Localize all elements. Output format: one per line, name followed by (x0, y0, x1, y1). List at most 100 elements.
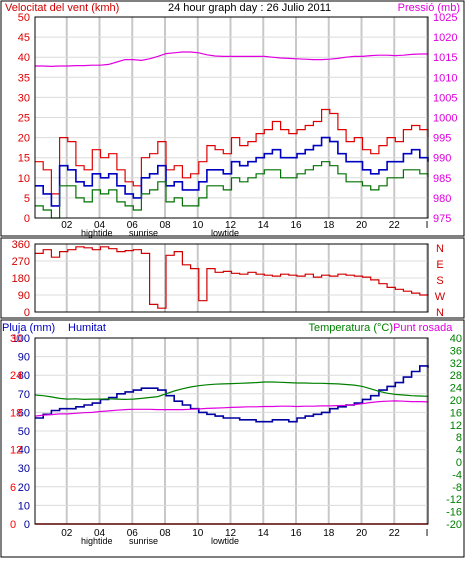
direction-tick-label: 0 (24, 307, 30, 319)
wind-tick-label: 40 (18, 52, 30, 64)
temperature-tick-label: 40 (450, 333, 462, 345)
temperature-tick-label: 12 (450, 420, 462, 432)
direction-tick-label: 90 (18, 290, 30, 302)
humidity-tick-label: 40 (18, 445, 30, 457)
temp-xtick-label: 14 (258, 528, 270, 539)
temperature-tick-label: 24 (450, 383, 462, 395)
humidity-tick-label: 90 (18, 352, 30, 364)
annotation-sunrise-bottom: sunrise (129, 536, 158, 546)
pressure-tick-label: 1020 (433, 32, 457, 44)
wind-tick-label: 50 (18, 12, 30, 24)
wind-xtick-label: 04 (94, 220, 106, 231)
wind-xtick-label: 18 (323, 220, 335, 231)
compass-label: S (436, 275, 443, 287)
grid-layer (35, 17, 428, 524)
pressure-tick-label: 995 (433, 133, 451, 145)
humidity-tick-label: 70 (18, 389, 30, 401)
wind-tick-label: 0 (24, 213, 30, 225)
wind-tick-label: 15 (18, 153, 30, 165)
direction-tick-label: 360 (12, 239, 30, 251)
dewpoint-axis-title: Punt rosada (393, 322, 453, 334)
wind-gust-line (35, 108, 429, 195)
temperature-tick-label: 8 (456, 432, 462, 444)
temp-xtick-label: 22 (389, 528, 401, 539)
temp-xtick-label: 16 (290, 528, 302, 539)
pressure-tick-label: 980 (433, 193, 451, 205)
wind-xtick-label: 12 (225, 220, 237, 231)
pressure-tick-label: 1015 (433, 52, 457, 64)
chart-title: 24 hour graph day : 26 Julio 2011 (168, 2, 331, 14)
direction-plot-area (34, 243, 429, 313)
rain-tick-label: 0 (10, 519, 16, 531)
wind-xtick-label: 10 (192, 220, 204, 231)
temperature-line (34, 381, 429, 401)
wind-xtick-label: 22 (389, 220, 401, 231)
humidity-tick-label: 10 (18, 500, 30, 512)
wind-xtick-label: 16 (290, 220, 302, 231)
temperature-tick-label: -20 (446, 519, 462, 531)
humidity-axis-title: Humitat (68, 322, 106, 334)
humidity-tick-label: 30 (18, 463, 30, 475)
humidity-tick-label: 100 (12, 333, 30, 345)
wind-tick-label: 35 (18, 72, 30, 84)
wind-xtick-label: 08 (159, 220, 171, 231)
temperature-tick-label: -12 (446, 494, 462, 506)
humidity-tick-label: 50 (18, 426, 30, 438)
temperature-tick-label: 16 (450, 407, 462, 419)
pressure-line (35, 51, 428, 68)
direction-tick-label: 180 (12, 273, 30, 285)
rain-tick-label: 30 (10, 333, 22, 345)
wind-tick-label: 25 (18, 113, 30, 125)
temp-plot-area (34, 337, 429, 525)
rain-tick-label: 6 (10, 482, 16, 494)
rain-tick-label: 18 (10, 407, 22, 419)
temperature-axis-title: Temperatura (°C) (309, 322, 393, 334)
compass-label: N (436, 243, 444, 255)
temp-xtick-label: I (426, 528, 429, 539)
direction-tick-label: 270 (12, 256, 30, 268)
compass-label: N (436, 307, 444, 319)
dewpoint-line (34, 400, 429, 417)
temp-xtick-label: 04 (94, 528, 106, 539)
wind-plot-area (34, 16, 429, 219)
wind-tick-label: 5 (24, 193, 30, 205)
wind-tick-label: 30 (18, 92, 30, 104)
annotation-hightide-bottom: hightide (81, 536, 113, 546)
annotation-sunrise-top: sunrise (129, 228, 158, 238)
annotation-lowtide-bottom: lowtide (211, 536, 239, 546)
temperature-tick-label: 4 (456, 445, 462, 457)
pressure-tick-label: 985 (433, 173, 451, 185)
temperature-tick-label: -8 (452, 482, 462, 494)
wind-low-line (35, 161, 429, 219)
temperature-tick-label: 36 (450, 345, 462, 357)
wind-tick-label: 45 (18, 32, 30, 44)
humidity-tick-label: 20 (18, 482, 30, 494)
temp-xtick-label: 18 (323, 528, 335, 539)
temp-humidity-panel (0, 319, 465, 558)
temp-xtick-label: 12 (225, 528, 237, 539)
pressure-axis-title: Pressió (mb) (398, 2, 460, 14)
wind-direction-line (35, 246, 429, 309)
annotation-hightide-top: hightide (81, 228, 113, 238)
humidity-tick-label: 60 (18, 407, 30, 419)
temperature-tick-label: 20 (450, 395, 462, 407)
temp-xtick-label: 06 (127, 528, 139, 539)
wind-xtick-label: 20 (356, 220, 368, 231)
wind-tick-label: 10 (18, 173, 30, 185)
humidity-tick-label: 0 (24, 519, 30, 531)
compass-label: E (436, 259, 443, 271)
wind-xtick-label: 06 (127, 220, 139, 231)
pressure-tick-label: 990 (433, 153, 451, 165)
wind-xtick-label: 14 (258, 220, 270, 231)
pressure-tick-label: 1000 (433, 113, 457, 125)
temperature-tick-label: -16 (446, 507, 462, 519)
pressure-tick-label: 975 (433, 213, 451, 225)
rain-axis-title: Pluja (mm) (2, 322, 55, 334)
temperature-tick-label: 32 (450, 358, 462, 370)
temp-xtick-label: 10 (192, 528, 204, 539)
wind-pressure-panel (0, 0, 465, 237)
temperature-tick-label: -4 (452, 469, 462, 481)
rain-tick-label: 24 (10, 370, 22, 382)
